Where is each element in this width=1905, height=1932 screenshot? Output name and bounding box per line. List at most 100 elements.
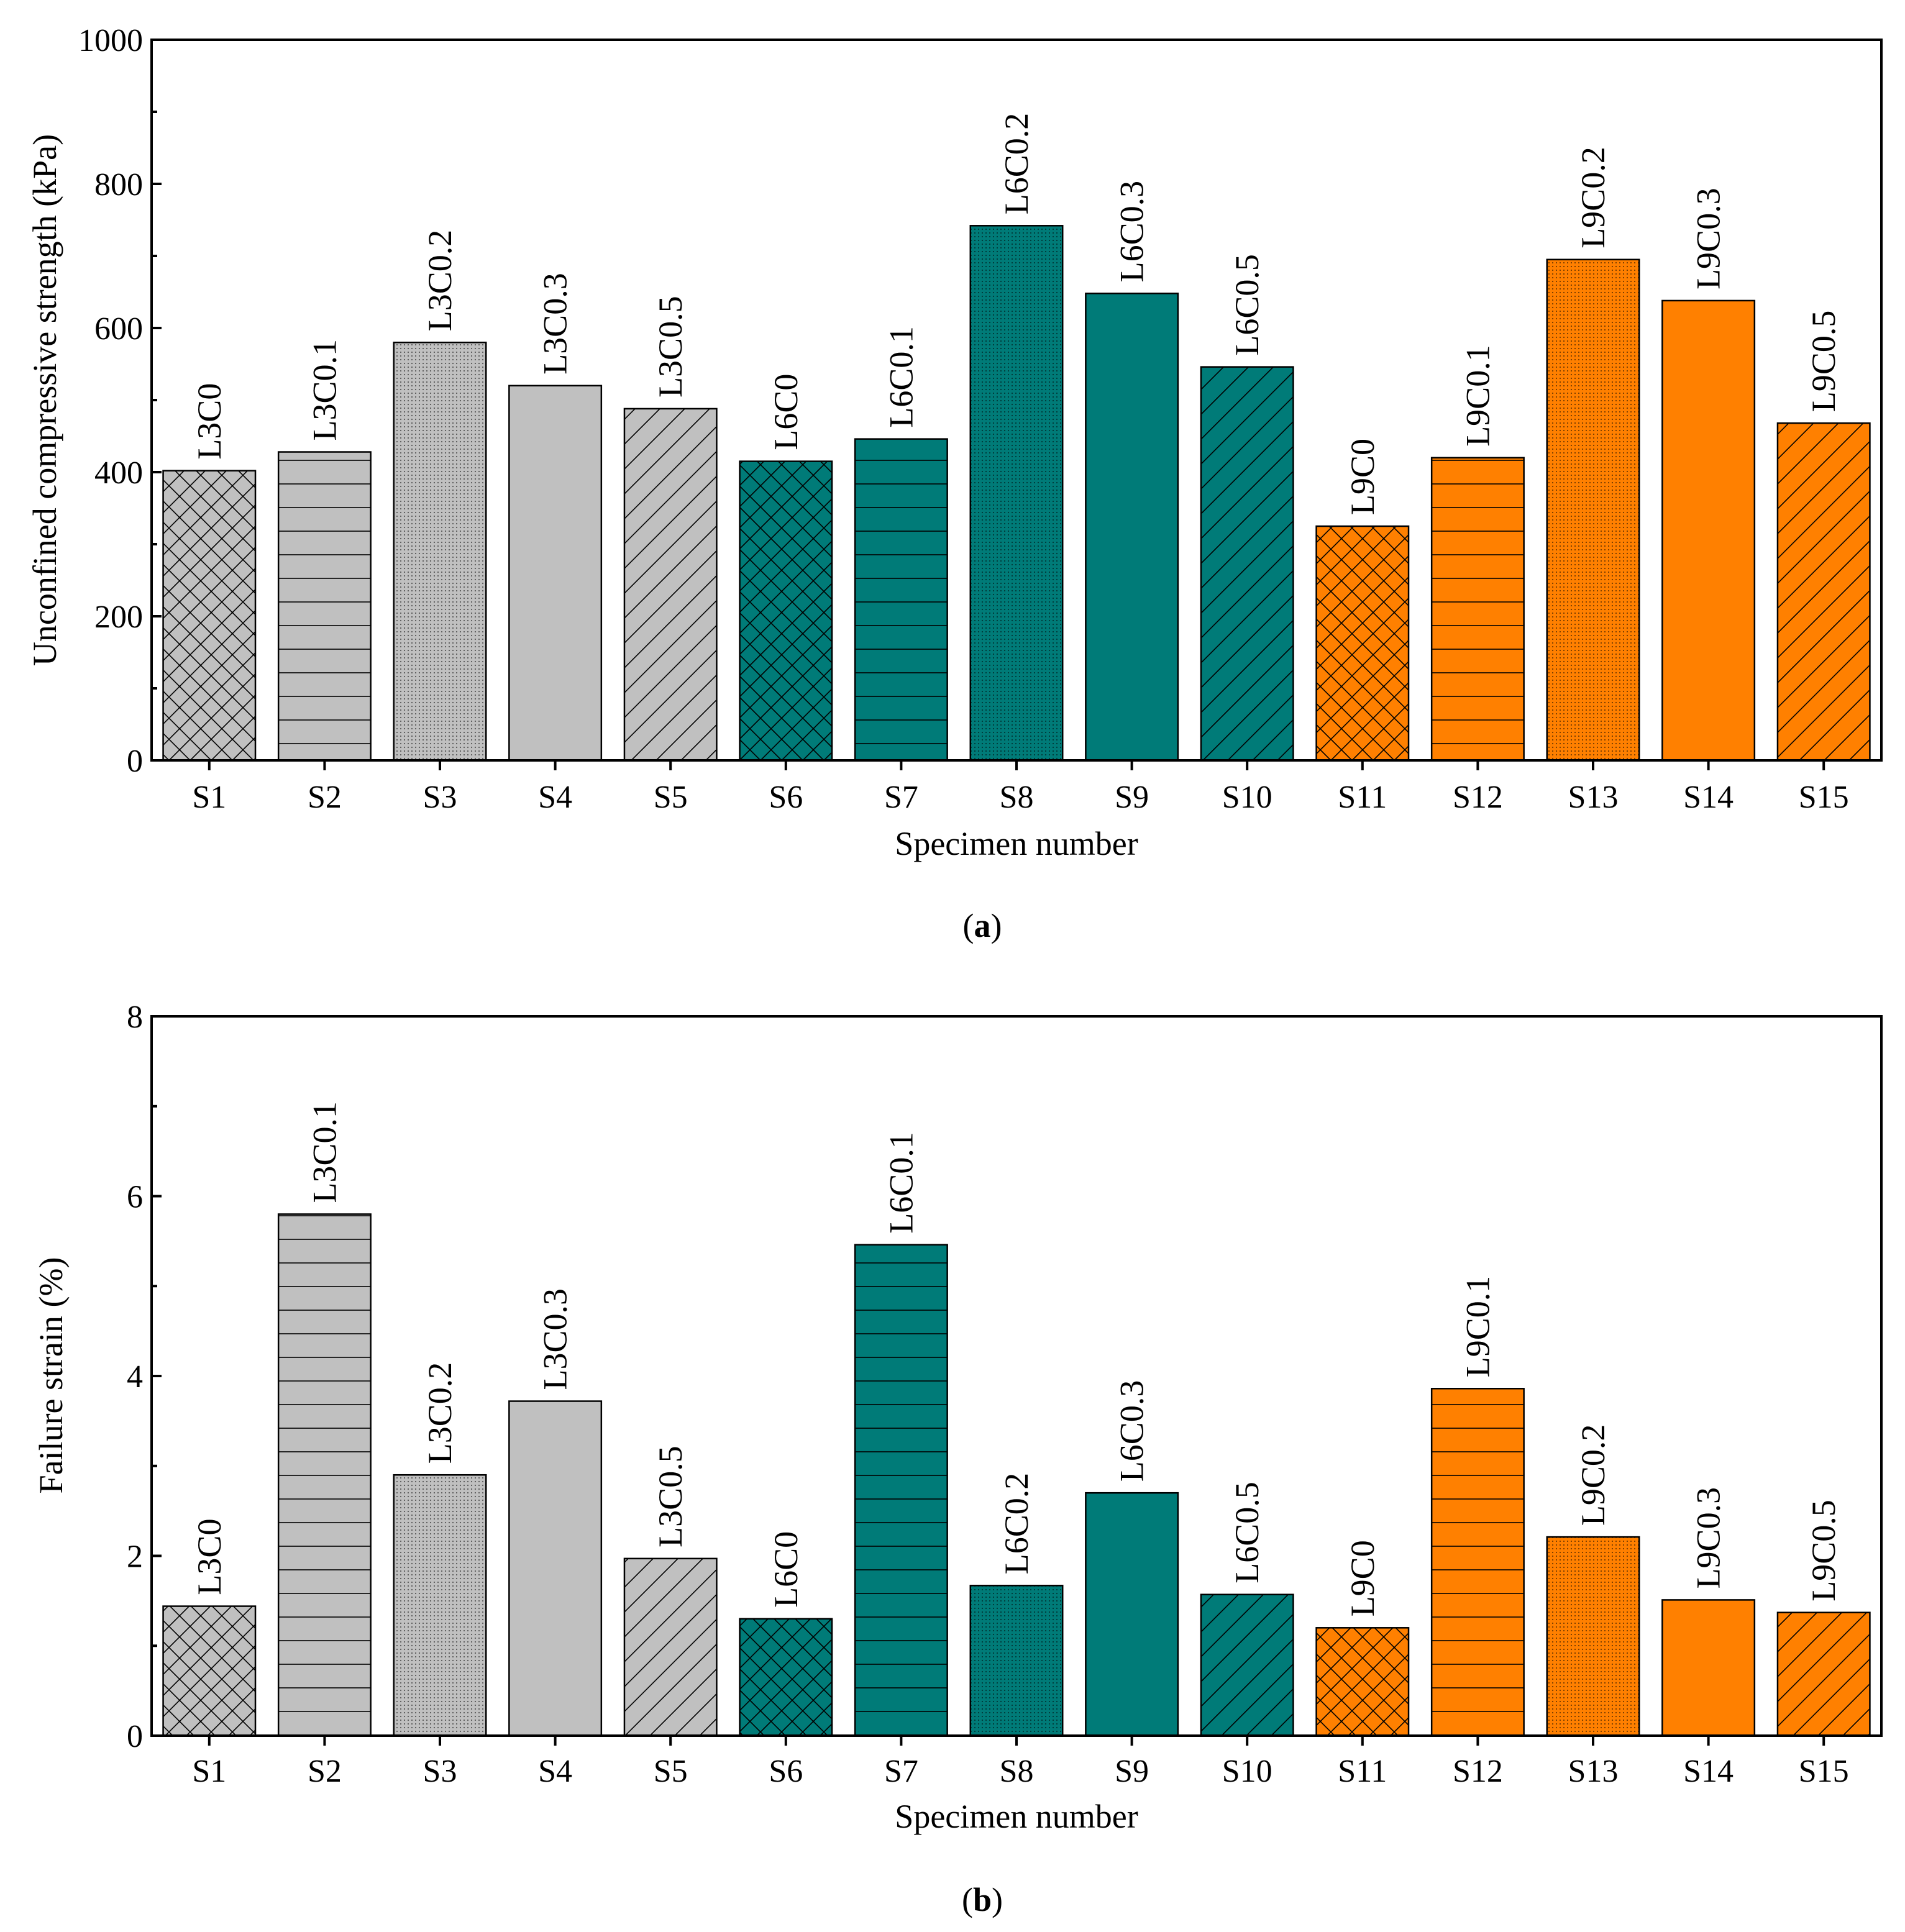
panel-a-bar-fill xyxy=(1085,293,1178,760)
panel-a-y-tick-label: 600 xyxy=(94,311,143,347)
panel-a-bar-pattern xyxy=(1546,259,1640,760)
panel-b-bar-s8 xyxy=(969,1585,1064,1737)
panel-b-bar-s2 xyxy=(277,1213,372,1737)
panel-b-x-tick-label: S5 xyxy=(654,1754,688,1789)
panel-b-x-tick-label: S1 xyxy=(192,1754,226,1789)
panel-a-bar-label: L3C0.2 xyxy=(421,230,459,332)
panel-a-bar-s9 xyxy=(1085,293,1179,762)
panel-a-bar-label: L3C0 xyxy=(191,383,228,460)
panel-a-bar-labels: L3C0 L3C0.1 L3C0.2 L3C0.3 L3C0.5 L6C0 L6C0.1 L6… xyxy=(191,113,1842,515)
panel-a-bar-label: L3C0.1 xyxy=(306,339,343,441)
panel-b-y-axis: 0 2 4 6 8 xyxy=(127,1000,162,1754)
panel-b-x-tick-label: S7 xyxy=(884,1754,918,1789)
panel-b-x-tick-label: S6 xyxy=(769,1754,803,1789)
panel-a-x-tick-label: S5 xyxy=(654,780,688,815)
panel-a-caption-letter: a xyxy=(974,907,991,944)
panel-b-bar-s13 xyxy=(1546,1536,1640,1737)
panel-b-bar-s15 xyxy=(1776,1611,1871,1737)
panel-a-y-axis-title: Unconfined compressive strength (kPa) xyxy=(26,134,63,666)
panel-a-bar-s14 xyxy=(1661,299,1756,762)
panel-b-bar-pattern xyxy=(739,1618,833,1736)
panel-b-bar-pattern xyxy=(163,1606,256,1736)
panel-b-bar-s9 xyxy=(1085,1492,1179,1737)
panel-a-bar-s2 xyxy=(277,451,372,762)
panel-b-bar-label: L9C0.1 xyxy=(1459,1276,1496,1378)
panel-a-bar-pattern xyxy=(278,452,371,760)
panel-a-bar-fill xyxy=(1662,300,1755,760)
panel-a-bar-pattern xyxy=(393,342,487,760)
panel-b-x-tick-label: S2 xyxy=(308,1754,342,1789)
panel-b-bar-s1 xyxy=(162,1605,257,1737)
panel-b-bar-pattern xyxy=(970,1585,1063,1736)
panel-a-bar-s5 xyxy=(623,408,718,762)
panel-b-y-tick-label: 6 xyxy=(127,1180,143,1215)
panel-a-bars xyxy=(162,225,1871,762)
panel-a-chart: L3C0 L3C0.1 L3C0.2 L3C0.3 L3C0.5 L6C0 L6C0.1 L6… xyxy=(26,23,1883,944)
panel-a-bar-label: L6C0.5 xyxy=(1228,254,1266,356)
panel-a-x-tick-label: S12 xyxy=(1453,780,1503,815)
panel-a-x-tick-label: S15 xyxy=(1799,780,1849,815)
panel-b-x-tick-label: S14 xyxy=(1683,1754,1734,1789)
panel-a-x-tick-label: S9 xyxy=(1115,780,1149,815)
panel-a-bar-pattern xyxy=(1432,457,1524,760)
panel-b-bar-label: L6C0.5 xyxy=(1228,1482,1266,1583)
panel-b-bar-label: L3C0.5 xyxy=(652,1446,689,1547)
panel-b-x-tick-label: S4 xyxy=(538,1754,572,1789)
panel-b-bar-s12 xyxy=(1430,1388,1525,1737)
panel-b-bar-label: L9C0.3 xyxy=(1690,1487,1727,1589)
panel-b-x-tick-label: S15 xyxy=(1799,1754,1849,1789)
panel-a-x-tick-label: S8 xyxy=(1000,780,1034,815)
panel-a-x-tick-label: S3 xyxy=(423,780,457,815)
panel-b-plot-frame xyxy=(150,1015,1883,1737)
panel-b-y-tick-label: 0 xyxy=(127,1719,143,1754)
panel-b-bars xyxy=(162,1213,1871,1737)
panel-a-plot-frame xyxy=(150,39,1883,762)
panel-b-bar-labels: L3C0 L3C0.1 L3C0.2 L3C0.3 L3C0.5 L6C0 L6C0.1 L6… xyxy=(191,1101,1842,1616)
panel-a-bar-label: L3C0.5 xyxy=(652,296,689,398)
panel-a-bar-s15 xyxy=(1776,422,1871,762)
panel-a-bar-s13 xyxy=(1546,258,1640,762)
panel-a-bar-label: L6C0.3 xyxy=(1113,181,1151,283)
panel-a-bar-label: L9C0.1 xyxy=(1459,345,1496,447)
panel-a-bar-pattern xyxy=(1777,423,1870,760)
panel-b-bar-s11 xyxy=(1315,1627,1410,1737)
panel-b-bar-fill xyxy=(1085,1493,1178,1736)
panel-a-bar-s7 xyxy=(854,438,948,762)
panel-a-x-tick-label: S2 xyxy=(308,780,342,815)
panel-b-bar-label: L3C0.3 xyxy=(537,1288,574,1390)
panel-a-x-tick-label: S1 xyxy=(192,780,226,815)
panel-a-x-axis-title: Specimen number xyxy=(895,825,1138,862)
panel-b-x-tick-label: S12 xyxy=(1453,1754,1503,1789)
panel-b-bar-s6 xyxy=(739,1618,833,1737)
panel-a-bar-pattern xyxy=(624,408,717,760)
panel-a-bar-s12 xyxy=(1430,457,1525,762)
panel-b-bar-fill xyxy=(1662,1600,1755,1736)
panel-b-bar-fill xyxy=(509,1401,601,1736)
panel-a-x-axis: S1 S2 S3 S4 S5 S6 S7 S8 S9 S10 S11 S12 S13 S14 S15 xyxy=(192,760,1849,815)
panel-b-x-tick-label: S13 xyxy=(1568,1754,1619,1789)
panel-b-bar-s5 xyxy=(623,1557,718,1737)
panel-b-bar-pattern xyxy=(1432,1388,1524,1736)
panel-a-bar-s8 xyxy=(969,225,1064,762)
panel-a-x-tick-label: S4 xyxy=(538,780,572,815)
panel-b-bar-label: L6C0.2 xyxy=(998,1473,1035,1575)
panel-a-bar-s6 xyxy=(739,460,833,762)
panel-a-bar-label: L9C0.3 xyxy=(1690,188,1727,289)
panel-b-x-axis: S1 S2 S3 S4 S5 S6 S7 S8 S9 S10 S11 S12 S13 S14 S15 xyxy=(192,1736,1849,1789)
panel-a-y-axis: 0 200 400 600 800 1000 xyxy=(78,23,162,779)
panel-b-y-tick-label: 8 xyxy=(127,1000,143,1035)
panel-b-bar-label: L6C0 xyxy=(767,1531,805,1608)
panel-b-bar-label: L6C0.3 xyxy=(1113,1380,1151,1482)
panel-a-bar-label: L6C0.1 xyxy=(882,326,920,428)
panel-b-bar-s4 xyxy=(508,1400,603,1737)
panel-a-bar-label: L6C0 xyxy=(767,374,805,450)
panel-b-bar-label: L9C0.2 xyxy=(1574,1424,1612,1526)
panel-a-x-tick-label: S13 xyxy=(1568,780,1619,815)
panel-b-bar-s10 xyxy=(1200,1593,1294,1737)
panel-b-x-tick-label: S8 xyxy=(1000,1754,1034,1789)
panel-b-caption-letter: b xyxy=(973,1881,992,1918)
panel-b-x-tick-label: S10 xyxy=(1222,1754,1272,1789)
panel-b-x-axis-title: Specimen number xyxy=(895,1798,1138,1835)
panel-b-bar-s3 xyxy=(393,1474,487,1737)
